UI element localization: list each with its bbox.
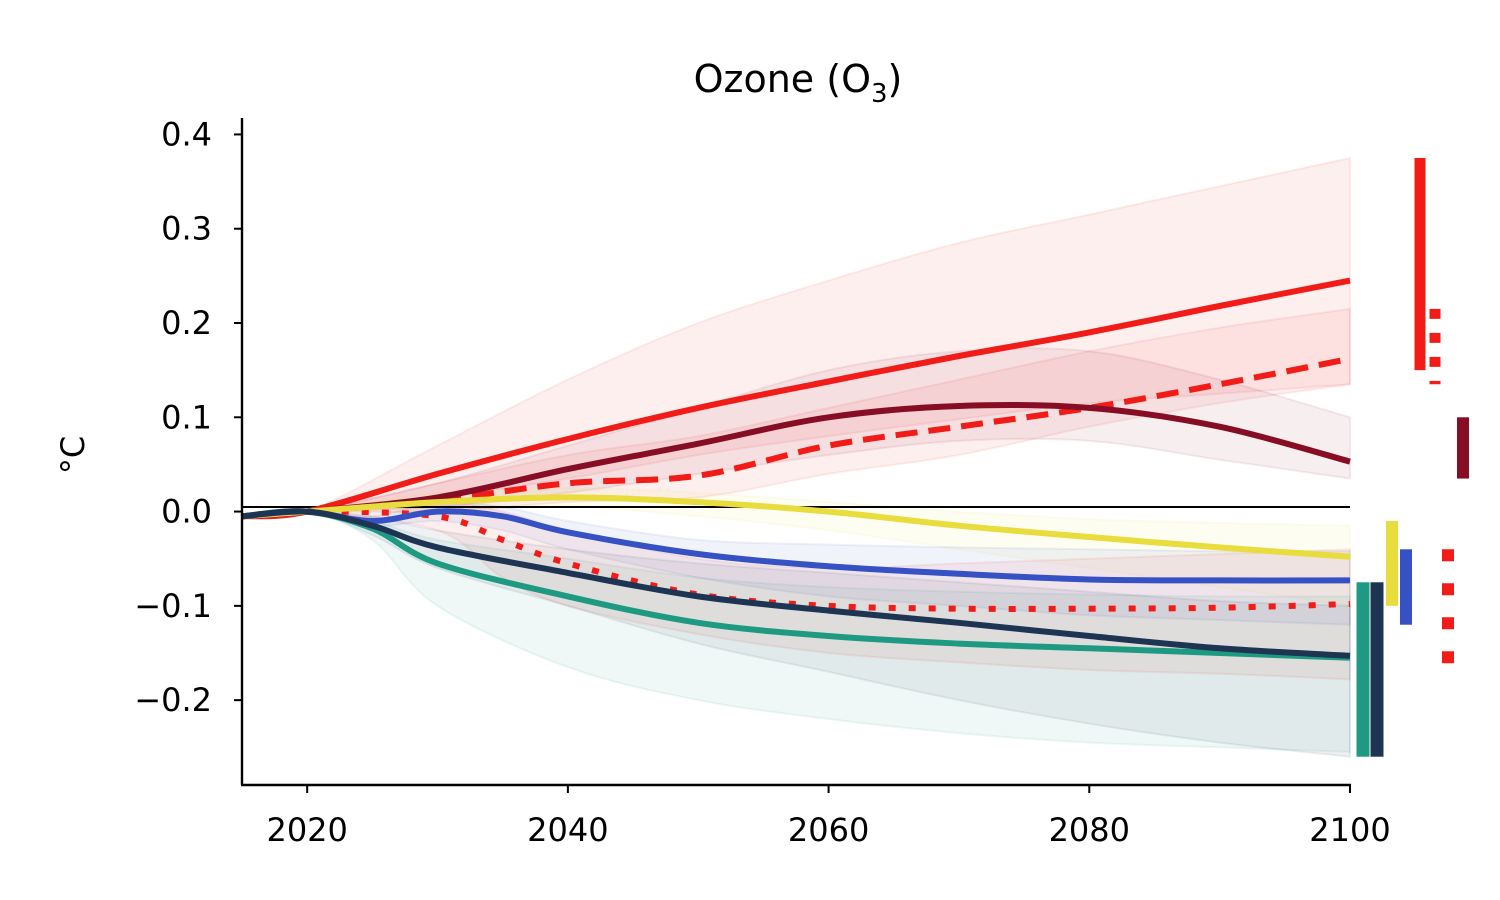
- y-tick-label: 0.2: [161, 304, 212, 342]
- uncertainty-band-1: [241, 156, 1351, 520]
- series-line-2: [241, 355, 1351, 520]
- range-bar-8: [1370, 582, 1384, 757]
- uncertainty-bands: [241, 156, 1351, 758]
- series-line-1: [241, 277, 1351, 520]
- y-tick-label: 0.0: [161, 493, 212, 531]
- range-bar-5: [1400, 549, 1412, 625]
- y-axis-label: °C: [54, 436, 92, 474]
- y-ticks: 0.4 0.3 0.2 0.1 0.0 −0.1 −0.2: [134, 115, 242, 719]
- y-tick-label: 0.3: [161, 210, 212, 248]
- range-bar-3: [1457, 417, 1469, 479]
- x-tick-label: 2080: [1049, 811, 1130, 849]
- x-tick-label: 2100: [1309, 811, 1390, 849]
- range-bar-1: [1414, 158, 1426, 371]
- x-tick-label: 2040: [527, 811, 608, 849]
- series-lines: [241, 277, 1351, 661]
- chart-title-subscript: 3: [871, 79, 888, 109]
- chart-title-suffix: ): [888, 57, 903, 101]
- series-line-5: [241, 494, 1351, 560]
- range-bars: [1356, 158, 1469, 757]
- y-tick-label: 0.1: [161, 398, 212, 436]
- chart-title: Ozone (O3): [694, 57, 903, 109]
- range-bar-4: [1386, 521, 1398, 606]
- x-tick-label: 2060: [788, 811, 869, 849]
- range-bar-7: [1356, 582, 1370, 757]
- x-tick-label: 2020: [266, 811, 347, 849]
- uncertainty-band-2: [241, 307, 1351, 518]
- series-line-6: [241, 508, 1351, 584]
- y-tick-label: 0.4: [161, 115, 212, 153]
- y-tick-label: −0.2: [134, 681, 212, 719]
- y-tick-label: −0.1: [134, 587, 212, 625]
- x-ticks: 2020 2040 2060 2080 2100: [266, 785, 1391, 849]
- uncertainty-band-4: [241, 347, 1351, 518]
- chart-title-main: Ozone (O: [694, 57, 871, 101]
- series-line-8: [241, 508, 1351, 659]
